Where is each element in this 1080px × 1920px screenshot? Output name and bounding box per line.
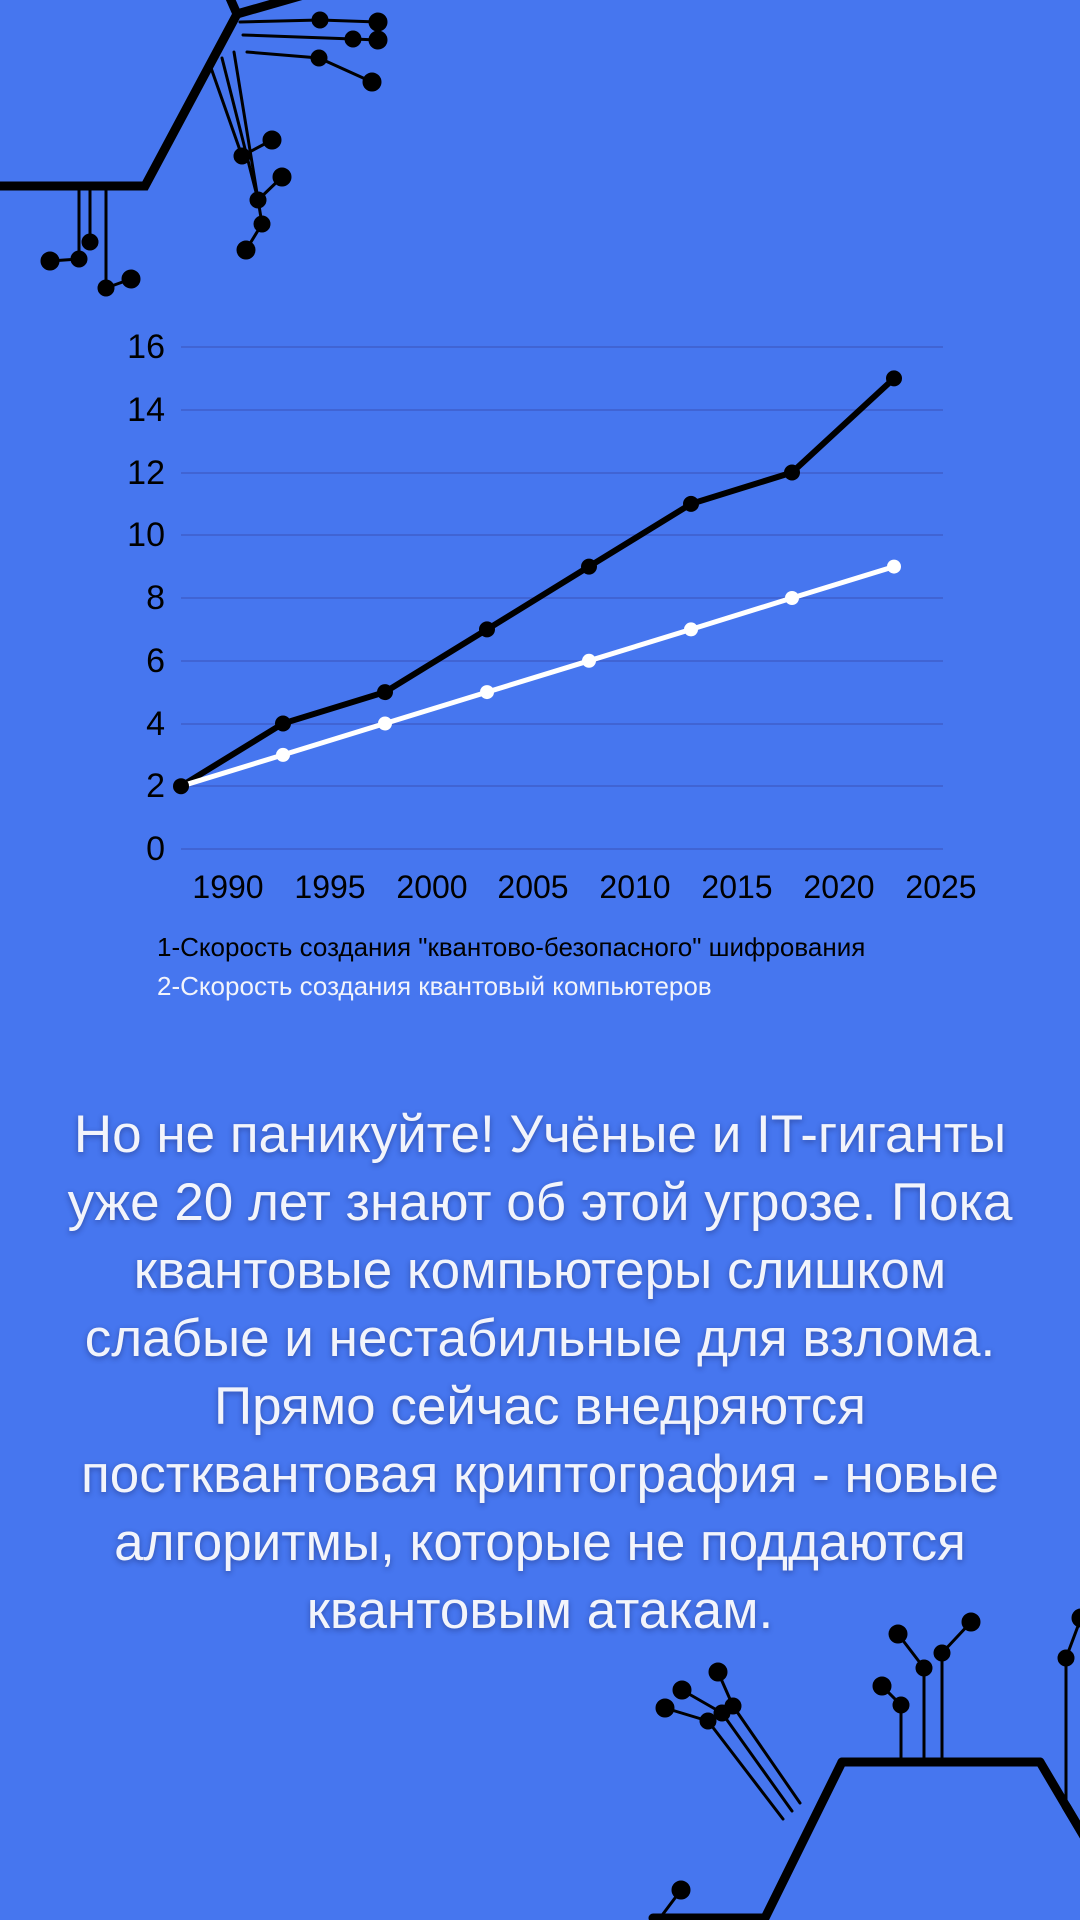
- svg-text:2025: 2025: [905, 869, 976, 905]
- svg-text:2: 2: [146, 767, 165, 805]
- svg-text:1995: 1995: [294, 869, 365, 905]
- svg-text:1990: 1990: [192, 869, 263, 905]
- svg-text:2010: 2010: [599, 869, 670, 905]
- svg-text:2020: 2020: [803, 869, 874, 905]
- svg-text:2005: 2005: [497, 869, 568, 905]
- svg-text:14: 14: [127, 391, 165, 429]
- svg-text:0: 0: [146, 830, 165, 868]
- svg-text:10: 10: [127, 516, 165, 554]
- svg-text:12: 12: [127, 454, 165, 492]
- svg-text:2000: 2000: [396, 869, 467, 905]
- svg-text:2015: 2015: [701, 869, 772, 905]
- svg-text:16: 16: [127, 328, 165, 366]
- svg-text:4: 4: [146, 705, 165, 743]
- svg-text:6: 6: [146, 642, 165, 680]
- svg-text:8: 8: [146, 579, 165, 617]
